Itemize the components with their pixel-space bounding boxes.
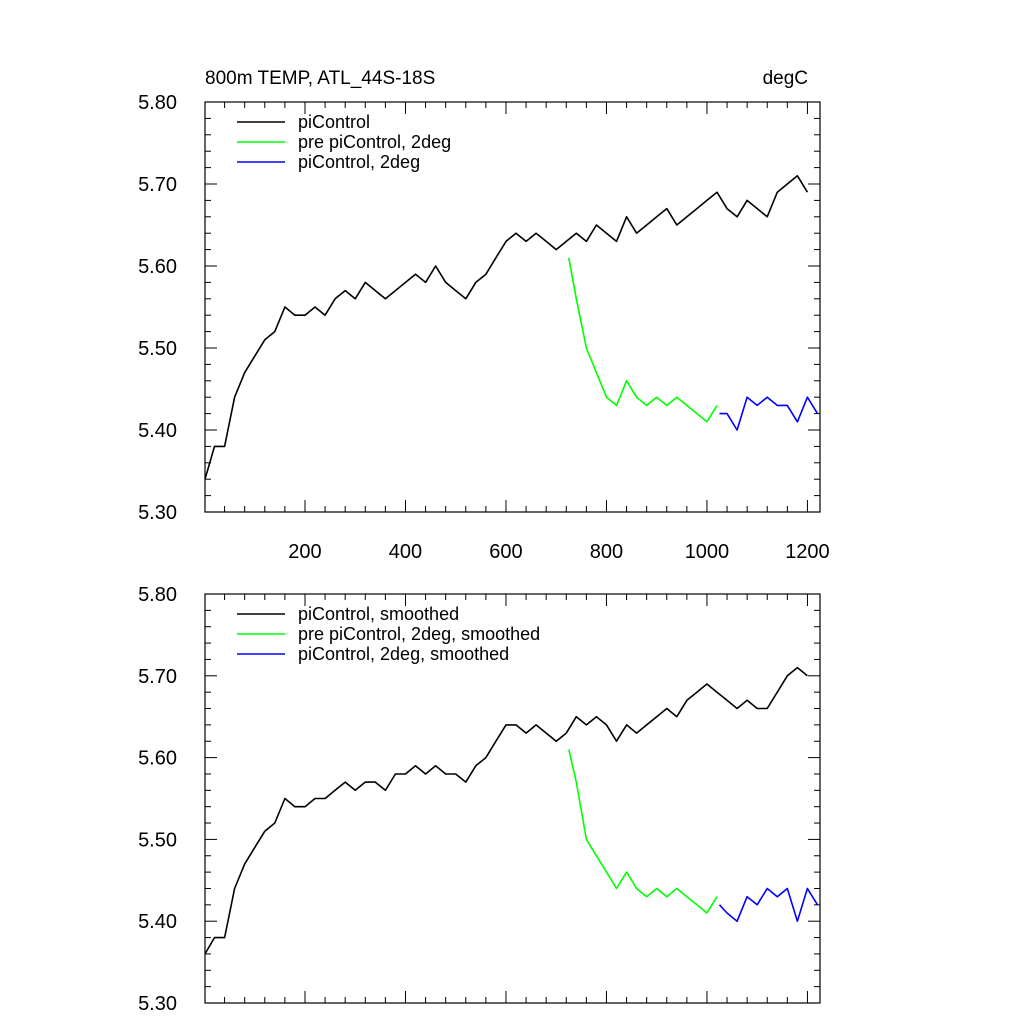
y-tick-label: 5.50: [138, 338, 177, 360]
legend-label: pre piControl, 2deg, smoothed: [298, 624, 540, 644]
units-label: degC: [763, 68, 808, 89]
x-tick-label: 200: [288, 541, 321, 563]
y-tick-label: 5.60: [138, 748, 177, 770]
series-line-1: [204, 175, 809, 480]
legend-label: piControl, 2deg, smoothed: [298, 644, 509, 664]
y-tick-label: 5.70: [138, 666, 177, 688]
y-tick-label: 5.40: [138, 420, 177, 442]
x-tick-label: 1200: [785, 541, 830, 563]
series-line-2: [568, 749, 718, 914]
y-tick-label: 5.40: [138, 911, 177, 933]
plot-frame: [204, 593, 821, 1004]
y-tick-label: 5.30: [138, 993, 177, 1015]
x-tick-label: 800: [590, 541, 623, 563]
x-tick-label: 400: [389, 541, 422, 563]
y-tick-label: 5.70: [138, 174, 177, 196]
y-tick-label: 5.60: [138, 256, 177, 278]
chart-panel-2: 5.30 5.40 5.50 5.60 5.70 5.80 piControl, smoot…: [138, 584, 821, 1015]
legend-label: piControl, 2deg: [298, 152, 420, 172]
x-tick-label: 1000: [685, 541, 730, 563]
y-tick-label: 5.80: [138, 92, 177, 114]
chart-title: 800m TEMP, ATL_44S-18S: [205, 68, 435, 89]
chart-panel-1: 5.30 5.40 5.50 5.60 5.70 5.80 200 400 600 800 1000…: [138, 68, 830, 563]
series-line-2: [568, 257, 718, 423]
x-tick-label: 600: [489, 541, 522, 563]
series-line-3: [718, 887, 819, 923]
y-tick-label: 5.80: [138, 584, 177, 606]
legend-label: piControl, smoothed: [298, 604, 459, 624]
y-tick-label: 5.30: [138, 502, 177, 524]
series-line-1: [204, 666, 808, 955]
y-tick-label: 5.50: [138, 829, 177, 851]
series-line-3: [719, 396, 819, 431]
plot-frame: [204, 101, 821, 513]
legend-label: pre piControl, 2deg: [298, 132, 451, 152]
legend-label: piControl: [298, 112, 370, 132]
